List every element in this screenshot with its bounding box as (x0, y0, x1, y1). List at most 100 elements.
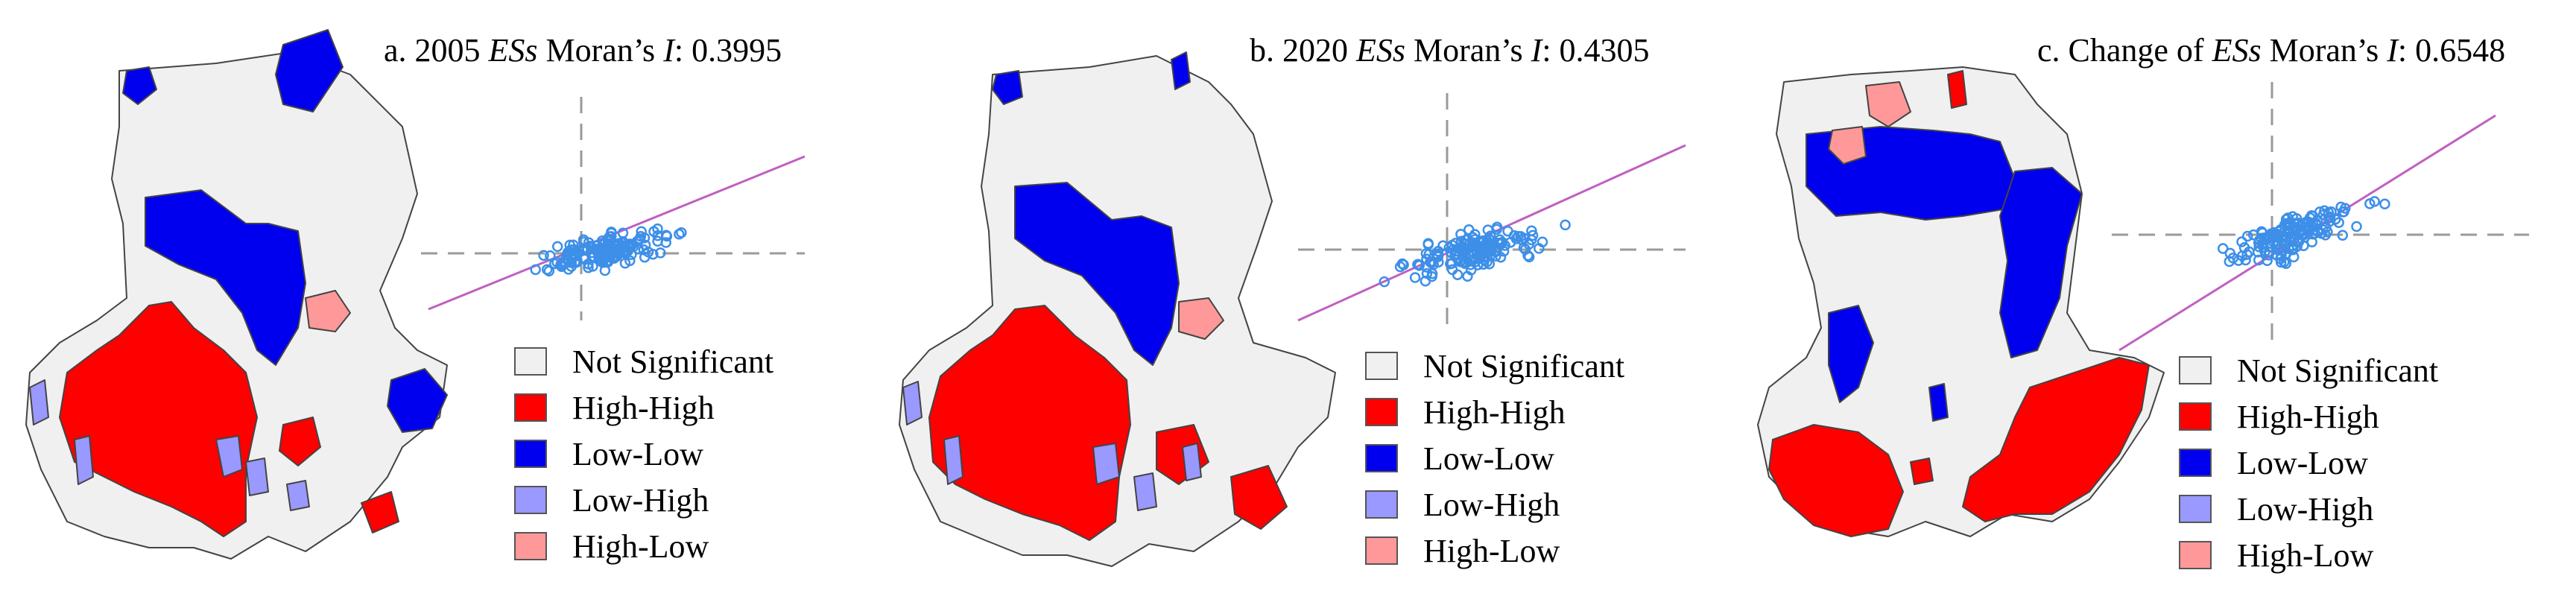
swatch (2179, 449, 2212, 477)
low-low-cluster (992, 70, 1023, 105)
low-high-cluster (1092, 443, 1120, 485)
scatter-point (635, 230, 647, 242)
scatter-point (545, 250, 556, 262)
moran-scatter-b (1297, 93, 1686, 328)
scatter-point (1446, 239, 1458, 251)
scatter-point (1474, 247, 1485, 259)
scatter-point (1449, 250, 1461, 262)
high-high-cluster (1230, 465, 1288, 530)
scatter-point (586, 247, 598, 259)
scatter-point (2322, 226, 2333, 238)
swatch (1365, 536, 1398, 565)
scatter-point (2338, 206, 2349, 218)
low-high-cluster (215, 435, 243, 478)
scatter-point (1379, 276, 1390, 288)
high-high-cluster (1768, 424, 1904, 537)
low-high-cluster (286, 480, 310, 511)
scatter-point (603, 255, 614, 266)
high-low-cluster (305, 290, 351, 332)
high-low-cluster (1828, 126, 1867, 165)
high-low-cluster (1865, 81, 1911, 127)
swatch (2179, 402, 2212, 431)
high-high-cluster (59, 301, 258, 537)
low-low-cluster (1928, 383, 1949, 422)
scatter-point (1486, 245, 1497, 257)
swatch (514, 532, 547, 560)
low-low-cluster (1999, 167, 2083, 358)
scatter-point (1482, 224, 1494, 235)
scatter-point (638, 244, 650, 256)
low-low-cluster (122, 66, 157, 105)
scatter-point (2333, 217, 2344, 228)
scatter-point (1425, 257, 1437, 269)
scatter-point (2271, 250, 2283, 262)
scatter-point (564, 239, 575, 251)
map-c-shapes (1757, 66, 2165, 537)
low-high-cluster (943, 435, 963, 485)
scatter-point (1414, 259, 1425, 271)
low-low-cluster (387, 368, 448, 433)
moran-scatter-a (421, 97, 806, 320)
scatter-point (2351, 221, 2362, 232)
swatch (2179, 541, 2212, 569)
scatter-point (562, 247, 574, 258)
scatter-points (2217, 196, 2390, 270)
scatter-point (1560, 219, 1571, 231)
high-low-cluster (1178, 297, 1224, 340)
low-low-cluster (1171, 51, 1191, 90)
scatter-point (2293, 235, 2305, 247)
scatter-point (1451, 248, 1462, 259)
scatter-point (2267, 232, 2279, 244)
low-high-cluster (902, 381, 923, 425)
swatch (514, 347, 547, 376)
scatter-points (1379, 219, 1571, 288)
scatter-point (2227, 253, 2239, 264)
scatter-point (583, 237, 595, 248)
map-c (1757, 66, 2529, 537)
panel-a: a. 2005 ESs Moran’s I: 0.3995 Not Signif… (0, 0, 858, 611)
panel-c: c. Change of ESs Moran’s I: 0.6548 Not S… (1717, 0, 2575, 611)
scatter-point (1463, 224, 1475, 235)
scatter-point (639, 251, 651, 263)
scatter-point (622, 245, 634, 256)
scatter-point (1484, 240, 1496, 252)
scatter-point (1522, 250, 1534, 262)
scatter-point (555, 258, 567, 270)
high-high-cluster (1910, 458, 1934, 485)
low-low-cluster (275, 29, 344, 113)
map-b-shapes (899, 51, 1336, 567)
scatter-point (592, 245, 604, 256)
scatter-point (530, 264, 541, 276)
scatter-point (1432, 250, 1443, 261)
panel-c-title: c. Change of ESs Moran’s I: 0.6548 (2037, 32, 2506, 69)
scatter-point (1459, 258, 1471, 269)
scatter-point (2241, 230, 2253, 242)
scatter-point (660, 237, 671, 248)
scatter-point (2298, 227, 2310, 239)
scatter-point (2288, 251, 2300, 263)
scatter-point (1526, 225, 1537, 236)
scatter-point (2273, 244, 2284, 256)
swatch (514, 486, 547, 514)
scatter-point (2296, 221, 2307, 232)
high-high-cluster (1947, 70, 1967, 109)
scatter-point (1465, 265, 1477, 276)
scatter-point (2217, 243, 2229, 254)
scatter-point (577, 244, 588, 255)
scatter-point (617, 236, 629, 247)
scatter-point (1523, 251, 1535, 263)
scatter-point (1537, 236, 1548, 247)
low-high-cluster (1182, 443, 1202, 481)
scatter-point (2337, 229, 2349, 241)
low-high-cluster (245, 458, 269, 496)
panel-b-title: b. 2020 ESs Moran’s I: 0.4305 (1250, 32, 1650, 69)
scatter-point (2323, 212, 2335, 224)
scatter-point (2259, 246, 2270, 257)
low-high-cluster (1133, 472, 1157, 511)
high-high-cluster (928, 305, 1131, 541)
low-low-cluster (1828, 305, 1874, 403)
scatter-point (2288, 234, 2300, 245)
swatch (514, 393, 547, 422)
scatter-point (1472, 259, 1484, 270)
scatter-point (608, 253, 620, 264)
